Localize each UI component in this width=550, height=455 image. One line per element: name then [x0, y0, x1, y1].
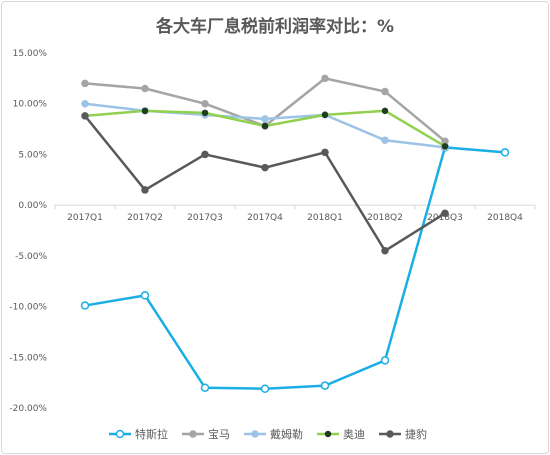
y-tick-label: -5.00%: [15, 252, 47, 262]
x-tick-label: 2017Q4: [247, 213, 283, 223]
x-tick-label: 2018Q4: [487, 213, 523, 223]
series-point-1: [500, 148, 510, 157]
series-point-4: [141, 107, 149, 115]
y-tick-label: 5.00%: [18, 150, 47, 160]
series-point-4: [321, 111, 329, 119]
series-point-1: [200, 383, 210, 392]
series-point-1: [80, 301, 90, 310]
series-point-2: [81, 79, 89, 88]
series-point-5: [441, 209, 449, 218]
legend-swatch-marker: [189, 430, 197, 438]
series-point-1: [380, 356, 390, 365]
series-point-5: [141, 186, 149, 194]
series-point-3: [381, 136, 389, 144]
series-point-1: [320, 381, 330, 390]
y-tick-label: -15.00%: [9, 353, 47, 363]
series-point-5: [201, 150, 209, 159]
series-point-5: [381, 247, 389, 255]
legend-label: 特斯拉: [135, 427, 168, 441]
y-tick-label: 0.00%: [18, 201, 47, 211]
x-tick-label: 2018Q3: [427, 213, 463, 223]
series-point-5: [261, 163, 269, 172]
legend-label: 宝马: [208, 427, 230, 441]
series-point-4: [201, 109, 209, 117]
y-tick-label: -20.00%: [9, 404, 47, 414]
chart-title: 各大车厂息税前利润率对比：%: [155, 17, 395, 37]
series-point-2: [381, 87, 389, 96]
series-point-5: [321, 148, 329, 157]
series-point-1: [260, 384, 270, 393]
series-point-2: [201, 99, 209, 108]
series-line-5: [84, 115, 446, 253]
legend-swatch-marker: [251, 430, 259, 438]
legend-label: 戴姆勒: [270, 427, 303, 441]
y-tick-label: 15.00%: [13, 49, 48, 59]
series-point-4: [261, 122, 269, 130]
y-tick-label: -10.00%: [9, 303, 47, 313]
series-point-4: [381, 107, 389, 115]
x-tick-label: 2018Q1: [307, 213, 343, 223]
series-point-4: [441, 143, 449, 150]
legend-label: 捷豹: [405, 427, 427, 441]
y-tick-label: 10.00%: [13, 100, 48, 110]
series-point-3: [261, 115, 269, 123]
x-tick-label: 2017Q1: [67, 213, 103, 223]
legend-swatch-marker: [386, 430, 394, 438]
series-line-1: [84, 146, 506, 390]
legend-label: 奥迪: [343, 427, 365, 441]
x-tick-label: 2017Q3: [187, 213, 223, 223]
series-point-2: [141, 84, 149, 93]
series-point-3: [81, 99, 89, 108]
legend-swatch-marker: [324, 430, 332, 438]
legend-swatch-marker: [115, 429, 125, 439]
series-point-5: [81, 112, 89, 120]
x-tick-label: 2017Q2: [127, 213, 163, 223]
x-tick-label: 2018Q2: [367, 213, 403, 223]
series-point-1: [140, 291, 150, 300]
series-point-2: [321, 74, 329, 83]
